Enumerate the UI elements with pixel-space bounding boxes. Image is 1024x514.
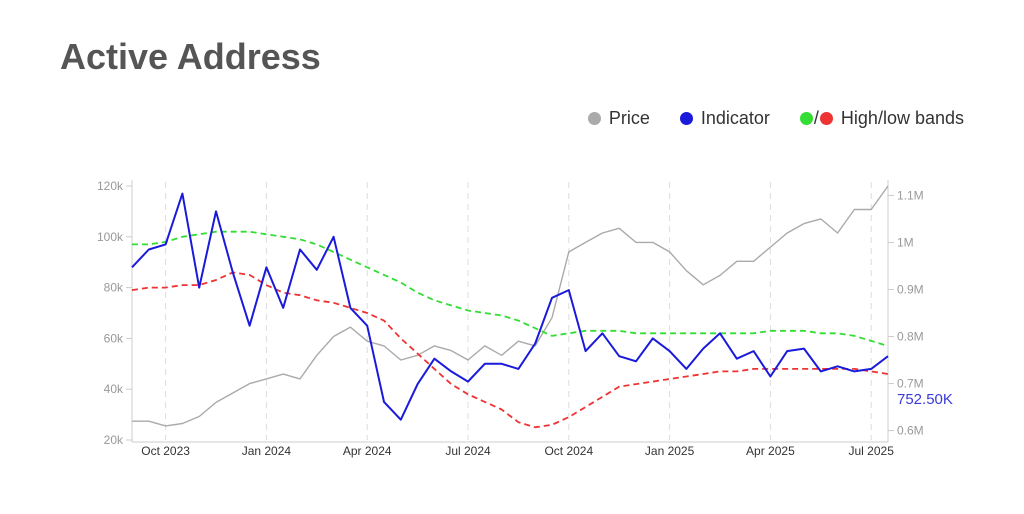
legend-indicator[interactable]: Indicator (679, 108, 770, 129)
low-band-line (131, 271, 889, 429)
legend: Price Indicator / High/low bands (587, 108, 964, 129)
legend-indicator-label: Indicator (700, 108, 770, 128)
left-tick-label: 120k (97, 179, 124, 193)
price-dot-icon (587, 112, 601, 125)
low-band-dot-icon (819, 112, 833, 125)
left-tick-label: 40k (104, 382, 124, 396)
price-line (132, 185, 889, 427)
indicator-line (131, 192, 889, 421)
x-tick-label: Jan 2024 (242, 444, 292, 458)
x-tick-label: Apr 2025 (746, 444, 795, 458)
left-tick-label: 80k (104, 281, 124, 295)
last-value-label: 752.50K (897, 391, 953, 408)
high-band-dot-icon (799, 112, 813, 125)
left-tick-label: 60k (104, 331, 124, 345)
chart-title: Active Address (60, 36, 321, 77)
right-tick-label: 0.7M (897, 377, 924, 391)
x-tick-label: Apr 2024 (343, 444, 392, 458)
x-tick-label: Jul 2025 (849, 444, 895, 458)
right-tick-label: 0.6M (897, 424, 924, 438)
x-tick-label: Oct 2024 (544, 444, 593, 458)
right-tick-label: 0.8M (897, 330, 924, 344)
legend-price-label: Price (608, 108, 650, 128)
left-tick-label: 100k (97, 230, 124, 244)
right-tick-label: 1.1M (897, 188, 924, 202)
right-tick-label: 1M (897, 235, 914, 249)
legend-bands-label: High/low bands (840, 108, 964, 128)
left-tick-label: 20k (104, 433, 124, 447)
legend-bands-separator: / (813, 108, 819, 128)
x-tick-label: Jul 2024 (445, 444, 491, 458)
indicator-dot-icon (679, 112, 693, 125)
legend-bands[interactable]: / High/low bands (799, 108, 964, 129)
x-tick-label: Oct 2023 (141, 444, 190, 458)
right-tick-label: 0.9M (897, 282, 924, 296)
legend-price[interactable]: Price (587, 108, 650, 129)
x-tick-label: Jan 2025 (645, 444, 695, 458)
high-band-line (132, 230, 889, 347)
